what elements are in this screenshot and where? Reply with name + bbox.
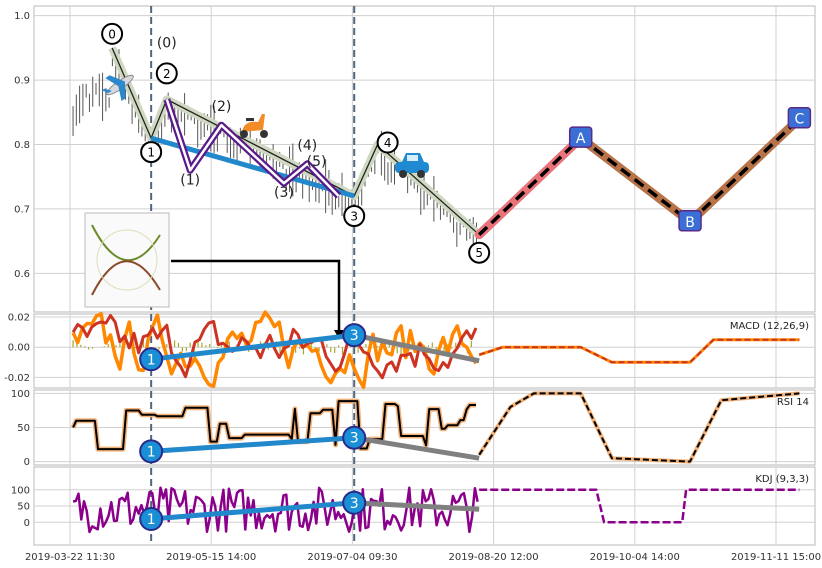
airplane-icon	[101, 74, 134, 102]
x-tick-label: 2019-08-20 12:00	[449, 552, 539, 563]
y-tick-label: 0	[24, 457, 30, 468]
subwave-label: (5)	[307, 154, 327, 170]
wave-circle	[468, 241, 491, 264]
wave-label: 3	[350, 210, 358, 224]
projection-label-box	[568, 126, 593, 148]
car-icon	[395, 153, 429, 178]
plot-area	[70, 6, 804, 545]
subwave-label: (1)	[180, 172, 200, 188]
y-tick-label: 0.02	[8, 313, 30, 324]
divergence-circle	[342, 490, 367, 515]
divergence-label: 3	[350, 328, 359, 344]
y-tick-label: 50	[17, 502, 30, 513]
projection-dash	[579, 136, 692, 224]
kdj-curve	[72, 486, 479, 534]
x-tick-label: 2019-11-11 15:00	[731, 552, 821, 563]
main-wave-line	[111, 47, 480, 236]
y-tick-label: 0.6	[14, 269, 30, 280]
wave-label: 5	[475, 246, 483, 260]
projection-label: C	[794, 112, 804, 128]
macd-curve	[71, 310, 478, 390]
rsi-projection	[478, 392, 800, 463]
scooter-icon	[240, 114, 268, 138]
divergence-label: 1	[147, 444, 156, 460]
subwave-label: (2)	[212, 99, 232, 115]
wave-label: 2	[163, 67, 171, 81]
axis-ticks: 1.00.90.80.70.60.020.00-0.02100500100500…	[4, 11, 821, 563]
annotations: MACD (12,26,9) RSI 14 KDJ (9,3,3) A B C 0 1 2 3 4 5…	[101, 22, 812, 531]
inset-connector	[171, 259, 341, 332]
divergence-label: 3	[350, 431, 359, 447]
divergence-circle	[342, 425, 367, 450]
rsi-label: RSI 14	[777, 397, 809, 408]
x-tick-label: 2019-03-22 11:30	[25, 552, 115, 563]
macd-frame	[33, 313, 816, 389]
y-tick-label: 0.00	[8, 343, 30, 354]
projection-label: A	[576, 131, 586, 147]
divergence-label: 1	[147, 512, 156, 528]
projection-label-box	[678, 210, 702, 232]
subwave-label: (3)	[274, 185, 294, 201]
wave-circle	[376, 131, 399, 154]
kdj-projection	[479, 488, 800, 524]
y-tick-label: 100	[11, 389, 30, 400]
y-tick-label: 1.0	[14, 11, 30, 22]
kdj-label: KDJ (9,3,3)	[755, 474, 809, 485]
x-tick-label: 2019-05-15 14:00	[166, 552, 256, 563]
projection-dash	[477, 136, 582, 236]
projection-dash	[688, 117, 801, 224]
divergence-circle	[139, 439, 164, 464]
y-tick-label: 0	[24, 518, 30, 529]
rsi-divergence-tail	[353, 435, 480, 461]
macd-divergence-line	[150, 332, 355, 362]
divergence-circle	[342, 323, 367, 348]
y-tick-label: 0.7	[14, 204, 30, 215]
divergence-circle	[139, 347, 164, 372]
thumbnail-circle	[96, 229, 158, 291]
decorative-icons	[84, 74, 429, 308]
macd-divergence-tail	[353, 332, 480, 364]
subwave-inner	[165, 99, 340, 197]
macd-projection	[478, 338, 800, 364]
kdj-divergence-line	[150, 500, 355, 522]
subwave-label: (0)	[157, 35, 177, 51]
divergence-label: 3	[350, 496, 359, 512]
thumbnail-curve	[91, 260, 161, 296]
wave-circle	[140, 141, 163, 164]
wave-circle	[155, 62, 178, 85]
y-tick-label: 0.9	[14, 76, 30, 87]
x-tick-label: 2019-07-04 09:30	[307, 552, 397, 563]
rsi-curve	[72, 400, 476, 451]
divergence-circle	[139, 507, 164, 531]
wave-label: 4	[384, 136, 392, 150]
divergence-label: 1	[147, 352, 156, 368]
wave-circle	[101, 22, 124, 45]
wave-label: 1	[147, 146, 155, 160]
projection-label-box	[787, 106, 812, 129]
y-tick-label: 50	[17, 423, 30, 434]
y-tick-label: 100	[11, 485, 30, 496]
wave-label: 0	[108, 27, 116, 41]
subwave-label: (4)	[297, 138, 317, 154]
price-frame	[33, 5, 816, 313]
kdj-divergence-tail	[354, 500, 480, 512]
wave-circle	[343, 205, 366, 228]
x-tick-label: 2019-10-04 14:00	[590, 552, 680, 563]
macd-projection	[478, 338, 800, 364]
macd-curve	[71, 314, 478, 380]
macd-label: MACD (12,26,9)	[730, 321, 809, 332]
y-tick-label: -0.02	[4, 373, 30, 384]
projection-label: B	[685, 215, 695, 231]
y-tick-label: 0.8	[14, 140, 30, 151]
rsi-divergence-line	[150, 435, 355, 454]
